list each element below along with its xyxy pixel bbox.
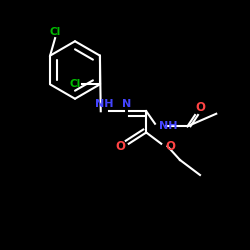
Text: Cl: Cl xyxy=(50,27,61,37)
Text: N: N xyxy=(122,99,131,109)
Text: O: O xyxy=(165,140,175,153)
Text: O: O xyxy=(115,140,125,153)
Text: Cl: Cl xyxy=(70,80,81,90)
Text: O: O xyxy=(196,101,205,114)
Text: NH: NH xyxy=(159,121,177,131)
Text: NH: NH xyxy=(94,99,113,109)
